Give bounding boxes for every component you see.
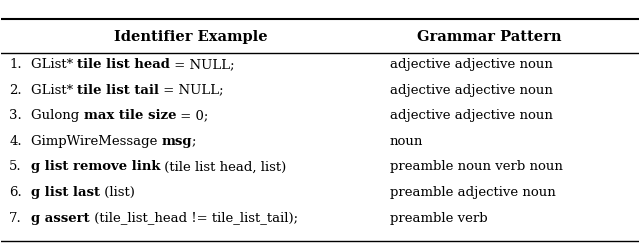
Text: (tile_list_head != tile_list_tail);: (tile_list_head != tile_list_tail); bbox=[90, 212, 298, 224]
Text: = NULL;: = NULL; bbox=[170, 58, 234, 71]
Text: 2.: 2. bbox=[10, 84, 22, 97]
Text: = NULL;: = NULL; bbox=[159, 84, 224, 97]
Text: 1.: 1. bbox=[10, 58, 22, 71]
Text: Grammar Pattern: Grammar Pattern bbox=[417, 30, 561, 44]
Text: tile list head: tile list head bbox=[77, 58, 170, 71]
Text: 3.: 3. bbox=[10, 109, 22, 122]
Text: (tile list head, list): (tile list head, list) bbox=[160, 160, 287, 173]
Text: g list last: g list last bbox=[31, 186, 100, 199]
Text: g assert: g assert bbox=[31, 212, 90, 224]
Text: 5.: 5. bbox=[10, 160, 22, 173]
Text: preamble adjective noun: preamble adjective noun bbox=[390, 186, 556, 199]
Text: ;: ; bbox=[192, 135, 196, 148]
Text: GimpWireMessage: GimpWireMessage bbox=[31, 135, 162, 148]
Text: (list): (list) bbox=[100, 186, 135, 199]
Text: g list remove link: g list remove link bbox=[31, 160, 161, 173]
Text: preamble verb: preamble verb bbox=[390, 212, 487, 224]
Text: 7.: 7. bbox=[10, 212, 22, 224]
Text: adjective adjective noun: adjective adjective noun bbox=[390, 84, 552, 97]
Text: adjective adjective noun: adjective adjective noun bbox=[390, 58, 552, 71]
Text: preamble noun verb noun: preamble noun verb noun bbox=[390, 160, 563, 173]
Text: max tile size: max tile size bbox=[84, 109, 176, 122]
Text: Identifier Example: Identifier Example bbox=[114, 30, 268, 44]
Text: Gulong: Gulong bbox=[31, 109, 84, 122]
Text: 6.: 6. bbox=[10, 186, 22, 199]
Text: GList*: GList* bbox=[31, 84, 77, 97]
Text: adjective adjective noun: adjective adjective noun bbox=[390, 109, 552, 122]
Text: msg: msg bbox=[161, 135, 192, 148]
Text: noun: noun bbox=[390, 135, 423, 148]
Text: tile list tail: tile list tail bbox=[77, 84, 159, 97]
Text: GList*: GList* bbox=[31, 58, 77, 71]
Text: 4.: 4. bbox=[10, 135, 22, 148]
Text: = 0;: = 0; bbox=[175, 109, 208, 122]
